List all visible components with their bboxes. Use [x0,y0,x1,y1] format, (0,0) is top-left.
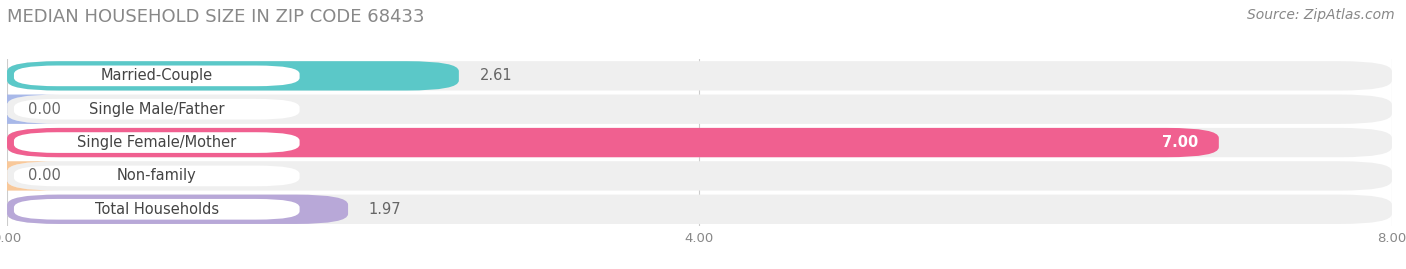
FancyBboxPatch shape [0,94,59,124]
Text: 0.00: 0.00 [28,168,60,183]
FancyBboxPatch shape [7,194,1392,224]
FancyBboxPatch shape [14,132,299,153]
FancyBboxPatch shape [7,61,458,91]
FancyBboxPatch shape [14,99,299,119]
FancyBboxPatch shape [14,166,299,186]
FancyBboxPatch shape [7,128,1219,157]
FancyBboxPatch shape [7,161,1392,191]
Text: 2.61: 2.61 [479,68,512,83]
FancyBboxPatch shape [14,199,299,220]
Text: Total Households: Total Households [94,202,219,217]
Text: Single Female/Mother: Single Female/Mother [77,135,236,150]
FancyBboxPatch shape [7,128,1392,157]
Text: Single Male/Father: Single Male/Father [89,102,225,117]
Text: 0.00: 0.00 [28,102,60,117]
FancyBboxPatch shape [7,194,349,224]
FancyBboxPatch shape [7,94,1392,124]
Text: Non-family: Non-family [117,168,197,183]
Text: 1.97: 1.97 [368,202,402,217]
Text: MEDIAN HOUSEHOLD SIZE IN ZIP CODE 68433: MEDIAN HOUSEHOLD SIZE IN ZIP CODE 68433 [7,8,425,26]
Text: Married-Couple: Married-Couple [101,68,212,83]
FancyBboxPatch shape [14,66,299,86]
FancyBboxPatch shape [7,61,1392,91]
Text: 7.00: 7.00 [1161,135,1198,150]
FancyBboxPatch shape [0,161,59,191]
Text: Source: ZipAtlas.com: Source: ZipAtlas.com [1247,8,1395,22]
